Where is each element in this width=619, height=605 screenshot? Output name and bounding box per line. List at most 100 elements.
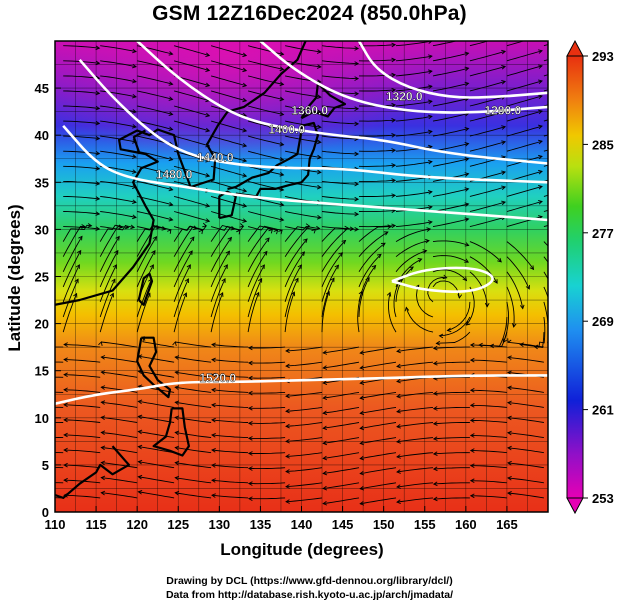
streamline-arrow xyxy=(435,340,441,346)
height-contour xyxy=(136,41,548,165)
streamline xyxy=(137,75,173,85)
streamline xyxy=(248,422,286,424)
streamline-arrow xyxy=(427,159,433,165)
streamline-arrow xyxy=(95,45,101,51)
streamline-arrow xyxy=(438,333,444,339)
streamline xyxy=(64,419,101,423)
streamline xyxy=(358,231,389,257)
streamline xyxy=(284,225,310,257)
streamline-arrow xyxy=(322,380,328,385)
streamline-arrow xyxy=(533,344,539,350)
streamline-arrow xyxy=(242,218,248,223)
streamline xyxy=(447,301,471,331)
streamline xyxy=(100,135,137,143)
streamline-arrow xyxy=(132,93,137,99)
streamline xyxy=(175,341,212,348)
streamline-arrow xyxy=(469,357,475,363)
streamline xyxy=(175,356,212,363)
streamline-arrow xyxy=(279,81,285,87)
streamline-arrow xyxy=(95,120,101,126)
streamline-arrow xyxy=(380,242,386,247)
streamline-arrow xyxy=(507,415,512,421)
streamline xyxy=(358,253,382,288)
streamline xyxy=(360,406,397,414)
streamline xyxy=(323,482,360,490)
streamline xyxy=(175,386,212,393)
streamline-arrow xyxy=(27,406,31,410)
streamline-arrow xyxy=(330,277,335,283)
streamline xyxy=(137,120,173,130)
streamline-arrow xyxy=(205,127,211,133)
streamline-arrow xyxy=(285,408,290,414)
streamline-arrow xyxy=(469,478,475,484)
streamline-arrow xyxy=(359,440,365,446)
streamline-arrow xyxy=(334,264,340,270)
streamline-arrow xyxy=(354,106,360,112)
streamline-arrow xyxy=(354,181,360,187)
streamline-arrow xyxy=(184,278,189,283)
streamline xyxy=(248,391,286,394)
streamline xyxy=(64,374,101,378)
streamline xyxy=(432,188,469,197)
colorbar-min-arrow xyxy=(566,497,584,515)
streamline-arrow xyxy=(464,126,470,132)
streamline xyxy=(286,452,323,457)
streamline-arrow xyxy=(359,410,365,416)
streamline-arrow xyxy=(205,218,211,223)
streamline-arrow xyxy=(211,493,216,498)
streamline xyxy=(396,391,434,398)
streamline xyxy=(360,467,397,475)
streamline xyxy=(55,346,64,348)
x-tick-label: 140 xyxy=(291,517,313,532)
streamline xyxy=(507,492,544,499)
streamline xyxy=(507,356,544,363)
streamline xyxy=(396,452,434,458)
streamline xyxy=(432,97,469,107)
streamline xyxy=(247,227,273,257)
streamline-arrow xyxy=(396,469,401,474)
streamline xyxy=(506,201,543,212)
streamline xyxy=(470,389,507,393)
streamline xyxy=(395,161,432,167)
streamline-arrow xyxy=(464,66,470,72)
streamline-arrow xyxy=(211,463,216,468)
streamline-arrow xyxy=(432,360,438,366)
colorbar-max-arrow xyxy=(566,39,584,57)
streamline xyxy=(470,450,507,454)
streamline xyxy=(210,292,224,333)
streamline-arrow xyxy=(63,402,68,408)
streamline xyxy=(469,96,506,107)
streamline-arrow xyxy=(396,499,401,504)
streamline-arrow xyxy=(316,169,322,175)
streamline xyxy=(63,195,100,200)
streamline xyxy=(210,237,232,273)
streamline-arrow xyxy=(95,60,101,66)
streamline-arrow xyxy=(322,350,328,355)
streamline-arrow xyxy=(396,378,401,384)
streamline-arrow xyxy=(27,451,31,455)
streamline xyxy=(173,250,193,288)
streamline xyxy=(210,264,228,303)
streamline-arrow xyxy=(464,258,470,263)
streamline xyxy=(321,240,346,273)
streamline xyxy=(396,482,434,488)
streamline-arrow xyxy=(315,225,321,231)
streamline xyxy=(55,482,64,484)
streamline-arrow xyxy=(255,291,260,297)
streamline xyxy=(321,211,359,215)
streamline xyxy=(99,250,119,288)
x-tick-label: 135 xyxy=(250,517,272,532)
streamline-arrow xyxy=(322,410,328,416)
contour-label: 1280.0 xyxy=(484,103,521,117)
streamline-arrow xyxy=(501,125,507,130)
streamline-arrow xyxy=(211,432,216,438)
streamline-arrow xyxy=(27,376,31,380)
streamline-arrow xyxy=(279,111,285,117)
streamline-arrow xyxy=(242,82,248,88)
streamline-arrow xyxy=(417,258,423,263)
x-tick-label: 110 xyxy=(45,517,66,532)
streamline-arrow xyxy=(63,477,68,483)
streamline xyxy=(99,226,123,257)
streamline-arrow xyxy=(63,432,68,438)
coastline xyxy=(300,82,347,120)
